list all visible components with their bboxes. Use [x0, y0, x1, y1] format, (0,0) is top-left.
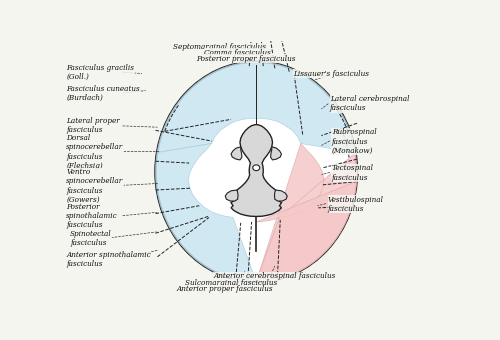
Text: Rubrospinal
fasciculus
(Monakow): Rubrospinal fasciculus (Monakow): [332, 129, 376, 155]
Polygon shape: [231, 147, 242, 160]
Text: Posterior
spinothalamic
fasciculus: Posterior spinothalamic fasciculus: [66, 203, 118, 230]
Text: Anterior proper fasciculus: Anterior proper fasciculus: [177, 285, 274, 293]
Polygon shape: [225, 190, 238, 201]
Text: Tectospinal
fasciculus: Tectospinal fasciculus: [332, 165, 374, 182]
Text: Anterior spinothalamic
fasciculus: Anterior spinothalamic fasciculus: [66, 251, 151, 268]
Text: Vestibulospinal
fasciculus: Vestibulospinal fasciculus: [328, 196, 384, 213]
Text: Septomarginal fasciculus: Septomarginal fasciculus: [173, 43, 266, 51]
Text: Sulcomarginal fasciculus: Sulcomarginal fasciculus: [184, 279, 277, 287]
Text: Lissauer's fasciculus: Lissauer's fasciculus: [293, 69, 369, 78]
Text: Ventro
spinocerebellar
fasciculus
(Gowers): Ventro spinocerebellar fasciculus (Gower…: [66, 168, 124, 204]
Text: Lateral proper
fasciculus: Lateral proper fasciculus: [66, 117, 120, 135]
Text: Fasciculus cuneatus
(Burdach): Fasciculus cuneatus (Burdach): [66, 85, 140, 102]
Polygon shape: [270, 147, 281, 160]
Text: Fasciculus gracilis
(Goll.): Fasciculus gracilis (Goll.): [66, 64, 134, 81]
Text: Spinotectal
fasciculus: Spinotectal fasciculus: [70, 230, 112, 247]
Ellipse shape: [253, 165, 260, 171]
Text: Comma fasciculus: Comma fasciculus: [204, 49, 270, 56]
Polygon shape: [156, 143, 256, 282]
Text: Dorsal
spinocerebellar
fasciculus
(Flechsig): Dorsal spinocerebellar fasciculus (Flech…: [66, 134, 124, 170]
Text: Lateral cerebrospinal
fasciculus: Lateral cerebrospinal fasciculus: [330, 95, 409, 112]
Polygon shape: [256, 143, 357, 282]
Polygon shape: [256, 181, 356, 282]
Text: Posterior proper fasciculus: Posterior proper fasciculus: [196, 55, 296, 63]
Text: Anterior cerebrospinal fasciculus: Anterior cerebrospinal fasciculus: [214, 272, 336, 280]
Ellipse shape: [156, 62, 357, 282]
Polygon shape: [274, 190, 287, 201]
Polygon shape: [231, 124, 281, 217]
Polygon shape: [157, 62, 356, 153]
